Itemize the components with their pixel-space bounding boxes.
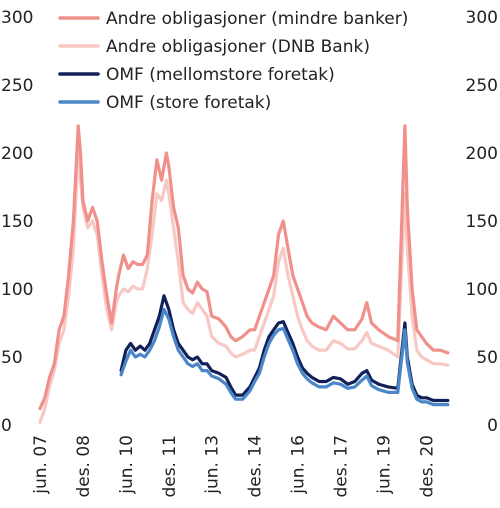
legend: Andre obligasjoner (mindre banker) Andre … [58, 9, 408, 113]
x-tick-label: jun. 07 [31, 435, 51, 495]
left-y-axis-ticks: 0 50 100 150 200 250 300 [1, 8, 33, 436]
series-line-3 [119, 294, 450, 403]
x-tick-label: jun. 19 [374, 435, 394, 495]
x-tick-label: des. 08 [74, 435, 94, 498]
series-line-4 [119, 307, 450, 407]
series-line-2 [38, 151, 450, 424]
x-tick-label: des. 17 [332, 435, 352, 498]
right-y-axis-ticks: 0 50 100 150 200 250 300 [466, 8, 498, 436]
x-tick-label: des. 11 [160, 435, 180, 498]
y-tick-label-left: 100 [1, 280, 33, 300]
y-tick-label-left: 150 [1, 212, 33, 232]
y-tick-label-right: 100 [466, 280, 498, 300]
y-tick-label-left: 50 [1, 348, 23, 368]
y-tick-label-right: 50 [476, 348, 498, 368]
x-axis-ticks: jun. 07 des. 08 jun. 10 des. 11 jun. 13 des. … [31, 435, 437, 498]
x-tick-label: jun. 10 [117, 435, 137, 495]
plot-lines [38, 124, 450, 424]
y-tick-label-left: 250 [1, 76, 33, 96]
legend-label: OMF (store foretak) [106, 93, 271, 113]
y-tick-label-right: 150 [466, 212, 498, 232]
y-tick-label-right: 200 [466, 144, 498, 164]
legend-label: OMF (mellomstore foretak) [106, 65, 335, 85]
y-tick-label-right: 0 [487, 416, 498, 436]
y-tick-label-right: 300 [466, 8, 498, 28]
y-tick-label-right: 250 [466, 76, 498, 96]
y-tick-label-left: 0 [1, 416, 12, 436]
x-tick-label: des. 14 [246, 435, 266, 498]
x-tick-label: jun. 16 [289, 435, 309, 495]
series-line-1 [38, 124, 450, 411]
y-tick-label-left: 200 [1, 144, 33, 164]
y-tick-label-left: 300 [1, 8, 33, 28]
legend-label: Andre obligasjoner (mindre banker) [106, 9, 408, 29]
legend-label: Andre obligasjoner (DNB Bank) [106, 37, 370, 57]
x-tick-label: des. 20 [417, 435, 437, 498]
x-tick-label: jun. 13 [203, 435, 223, 495]
